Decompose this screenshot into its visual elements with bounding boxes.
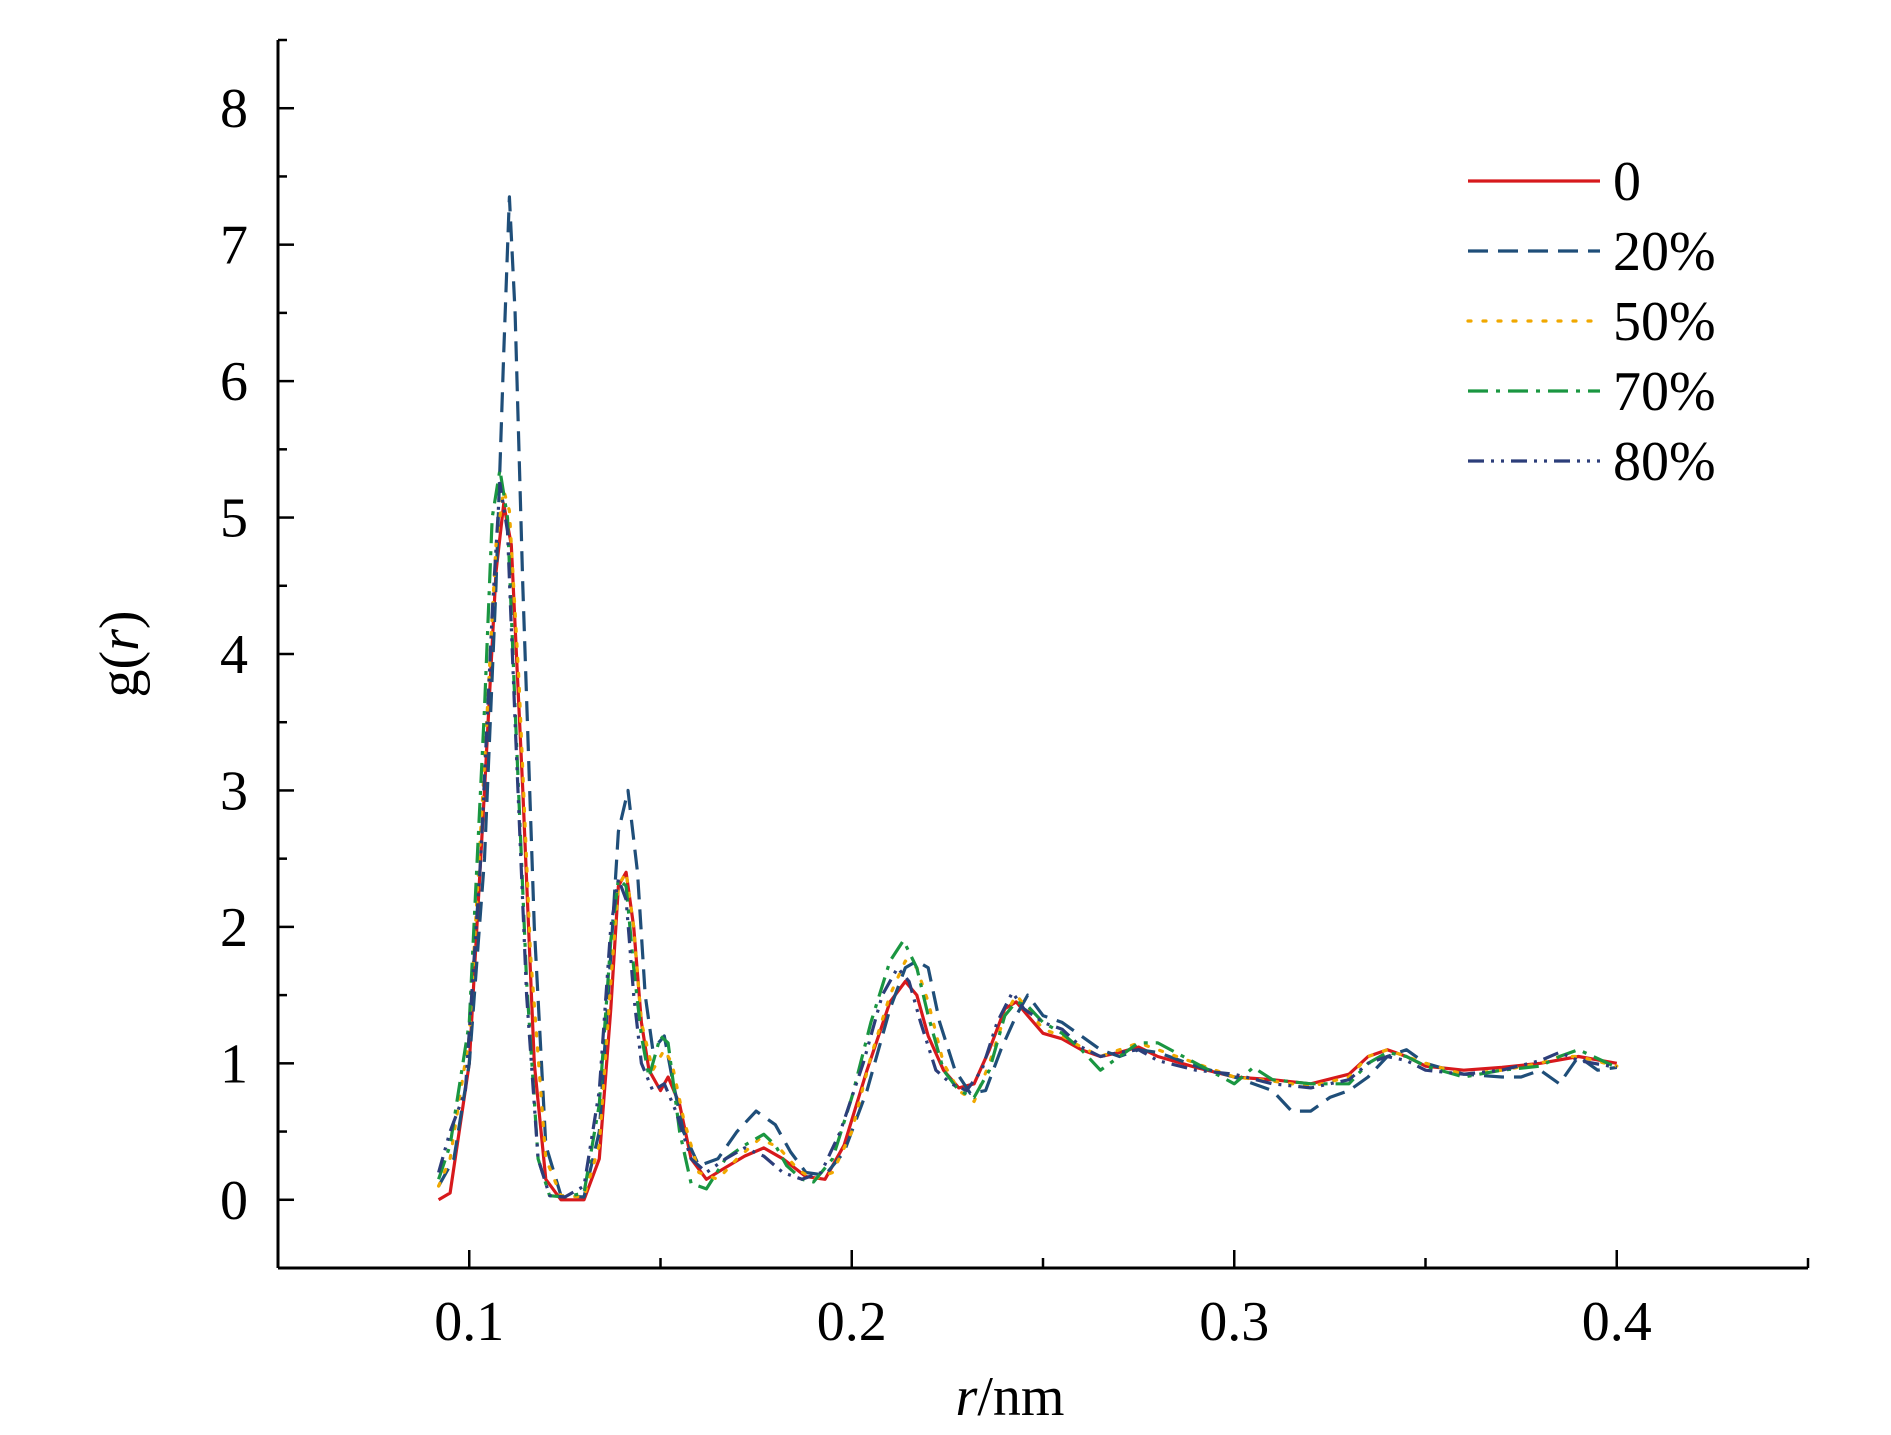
series-group (437, 195, 1619, 1202)
y-axis-label: g(r) (89, 610, 151, 697)
series-line-5 (437, 481, 1618, 1199)
y-tick-label: 0 (220, 1170, 248, 1232)
x-axis-label: r/nm (956, 1366, 1065, 1428)
legend-label-5: 80% (1613, 431, 1716, 493)
x-tick-label: 0.2 (817, 1291, 887, 1353)
legend: 0 20% 50% 70% 80% (1466, 151, 1716, 493)
series-line-2 (437, 195, 1618, 1199)
series-line-3 (437, 488, 1619, 1199)
y-tick-label: 8 (220, 78, 248, 140)
series-line-4 (437, 468, 1618, 1199)
x-tick-label: 0.3 (1199, 1291, 1269, 1353)
y-tick-label: 3 (220, 760, 248, 822)
x-tick-label: 0.4 (1582, 1291, 1652, 1353)
series-line-1 (437, 502, 1618, 1202)
y-tick-label: 4 (220, 624, 248, 686)
ticks: 0 1 2 3 4 5 6 7 8 0.1 0.2 0.3 0.4 (220, 38, 1810, 1353)
legend-label-1: 0 (1613, 151, 1641, 213)
x-tick-label: 0.1 (434, 1291, 504, 1353)
legend-label-2: 20% (1613, 221, 1716, 283)
y-tick-label: 2 (220, 897, 248, 959)
legend-label-3: 50% (1613, 291, 1716, 353)
legend-label-4: 70% (1613, 361, 1716, 423)
y-tick-label: 7 (220, 215, 248, 277)
y-tick-label: 1 (220, 1033, 248, 1095)
y-tick-label: 6 (220, 351, 248, 413)
y-tick-label: 5 (220, 488, 248, 550)
